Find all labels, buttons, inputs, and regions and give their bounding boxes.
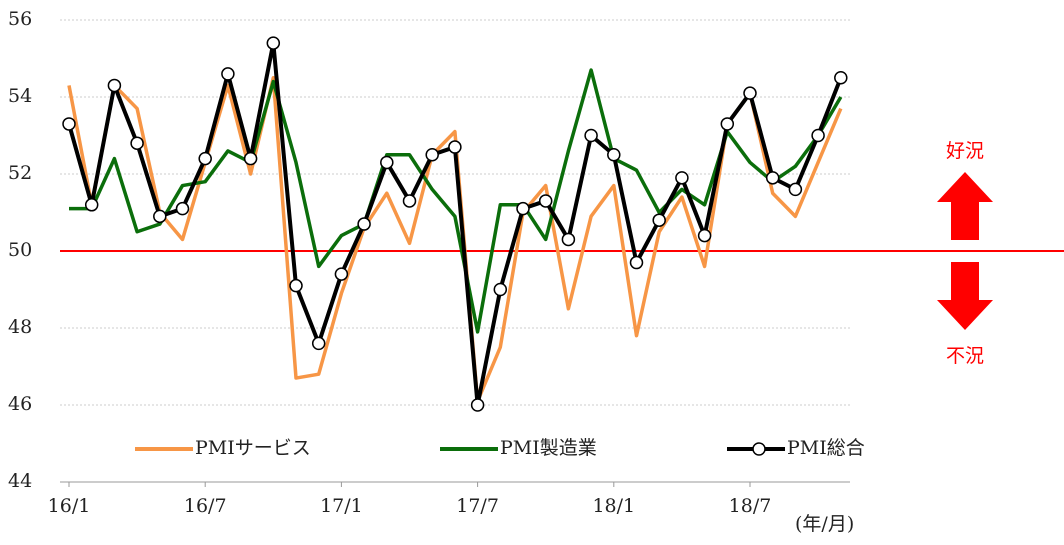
marker: [380, 155, 394, 170]
x-tick-label: 16/1: [48, 495, 91, 517]
marker: [834, 71, 848, 85]
series-line: [67, 76, 843, 403]
x-tick-label: 17/7: [456, 495, 499, 517]
marker: [697, 228, 712, 243]
marker: [84, 198, 99, 212]
marker: [675, 171, 689, 185]
up-arrow: [937, 172, 993, 240]
x-tick-label: 18/7: [729, 495, 772, 517]
marker: [470, 398, 485, 412]
marker: [311, 336, 326, 351]
y-tick-label: 52: [8, 162, 32, 184]
marker: [788, 182, 803, 197]
legend-label: PMI総合: [787, 437, 865, 459]
y-tick-label: 54: [8, 85, 32, 107]
annotation: 好況: [946, 140, 984, 162]
marker: [493, 282, 508, 297]
marker: [107, 78, 122, 93]
marker: [584, 128, 598, 143]
marker: [561, 232, 576, 247]
marker: [175, 201, 190, 216]
marker: [743, 86, 757, 100]
y-tick-label: 44: [8, 470, 32, 492]
down-arrow: [937, 262, 993, 330]
marker: [243, 151, 258, 166]
marker: [538, 194, 553, 208]
annotation: 不況: [946, 345, 984, 367]
marker: [607, 148, 621, 162]
series-line: [69, 68, 843, 334]
marker: [448, 140, 462, 154]
marker: [652, 213, 666, 227]
marker: [334, 267, 349, 281]
marker: [629, 255, 644, 270]
marker: [221, 67, 235, 81]
legend-marker: [752, 442, 766, 456]
marker: [198, 151, 212, 166]
y-tick-label: 46: [8, 393, 32, 415]
legend-label: PMIサービス: [195, 437, 311, 459]
legend-label: PMI製造業: [500, 437, 597, 459]
x-tick-label: 18/1: [592, 495, 635, 517]
x-axis-label: (年/月): [795, 513, 854, 535]
marker: [402, 194, 417, 208]
marker: [153, 209, 167, 224]
marker: [357, 217, 371, 231]
marker: [266, 36, 281, 50]
marker: [811, 128, 825, 143]
marker: [62, 117, 76, 131]
marker: [130, 136, 144, 150]
marker: [765, 171, 780, 185]
y-tick-label: 50: [8, 239, 32, 261]
y-tick-label: 56: [8, 8, 32, 30]
x-tick-label: 17/1: [320, 495, 363, 517]
y-tick-label: 48: [8, 316, 32, 338]
marker: [720, 117, 735, 131]
marker: [425, 148, 439, 162]
x-tick-label: 16/7: [184, 495, 227, 517]
marker: [289, 278, 303, 293]
marker: [516, 201, 530, 216]
